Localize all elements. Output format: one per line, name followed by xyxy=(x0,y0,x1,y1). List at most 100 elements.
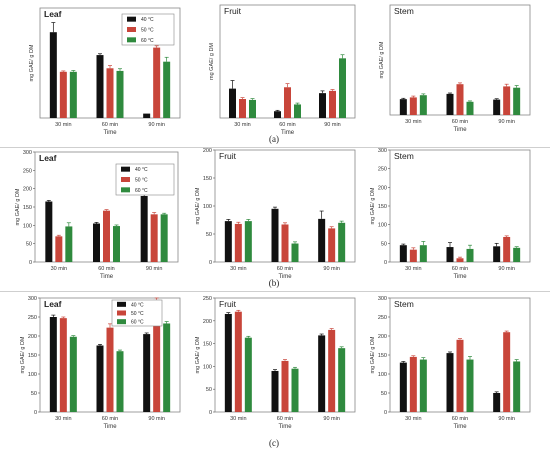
bar xyxy=(466,248,474,262)
x-tick-label: 60 min xyxy=(277,266,294,272)
y-tick-label: 0 xyxy=(29,260,32,266)
y-tick-label: 100 xyxy=(378,223,387,229)
row-label: (b) xyxy=(269,278,280,288)
bar xyxy=(45,201,53,262)
bar xyxy=(239,99,246,118)
x-tick-label: 90 min xyxy=(498,119,515,125)
row-divider xyxy=(0,291,550,292)
y-tick-label: 250 xyxy=(23,168,32,174)
x-tick-label: 30 min xyxy=(405,266,422,272)
bar xyxy=(113,226,120,262)
panel-title: Stem xyxy=(394,151,414,161)
bar xyxy=(234,311,242,412)
x-axis-label: Time xyxy=(281,130,295,136)
bar xyxy=(284,87,291,118)
legend-label: 40 °C xyxy=(131,302,144,308)
y-axis-label: mg GAE/ g DM xyxy=(20,336,26,373)
x-tick-label: 90 min xyxy=(498,266,515,272)
bar xyxy=(96,345,104,412)
y-tick-label: 300 xyxy=(378,148,387,154)
bar xyxy=(103,210,110,262)
x-tick-label: 60 min xyxy=(452,266,469,272)
x-tick-label: 90 min xyxy=(323,266,340,272)
bar xyxy=(328,329,336,412)
y-tick-label: 250 xyxy=(378,315,387,321)
y-tick-label: 50 xyxy=(381,391,387,397)
bar xyxy=(419,95,427,115)
x-tick-label: 90 min xyxy=(146,266,163,272)
row-label: (a) xyxy=(269,134,279,144)
y-tick-label: 200 xyxy=(28,334,37,340)
x-tick-label: 30 min xyxy=(405,416,422,422)
bar xyxy=(69,71,77,118)
y-tick-label: 100 xyxy=(203,204,212,210)
x-axis-label: Time xyxy=(103,424,117,430)
panel-title: Leaf xyxy=(44,9,62,19)
bar xyxy=(271,370,279,412)
legend-swatch xyxy=(121,177,130,182)
bar xyxy=(116,70,124,118)
panel-title: Leaf xyxy=(39,153,57,163)
x-tick-label: 90 min xyxy=(148,122,165,128)
bar xyxy=(409,97,417,115)
bar xyxy=(244,337,252,412)
bar xyxy=(153,299,161,412)
x-axis-label: Time xyxy=(278,274,292,280)
bar xyxy=(338,222,346,262)
bar xyxy=(116,351,124,412)
x-tick-label: 30 min xyxy=(234,122,251,128)
y-axis-label: mg GAE/ g DM xyxy=(370,187,376,224)
x-tick-label: 90 min xyxy=(148,416,165,422)
bar xyxy=(338,348,346,412)
x-tick-label: 60 min xyxy=(279,122,296,128)
y-tick-label: 300 xyxy=(378,296,387,302)
x-axis-label: Time xyxy=(453,424,467,430)
bar xyxy=(153,47,161,118)
x-tick-label: 30 min xyxy=(51,266,68,272)
y-tick-label: 100 xyxy=(378,372,387,378)
y-tick-label: 0 xyxy=(209,410,212,416)
bar xyxy=(291,243,299,262)
bar xyxy=(249,99,256,118)
bar xyxy=(399,245,407,262)
bar xyxy=(59,318,67,412)
legend-label: 50 °C xyxy=(141,28,154,34)
bar xyxy=(93,223,100,262)
legend-swatch xyxy=(121,187,130,193)
y-tick-label: 150 xyxy=(378,204,387,210)
legend-swatch xyxy=(117,319,126,325)
legend-label: 60 °C xyxy=(141,38,154,44)
x-tick-label: 30 min xyxy=(405,119,422,125)
bar xyxy=(446,353,454,412)
y-tick-label: 200 xyxy=(23,187,32,193)
bar xyxy=(281,360,289,412)
x-axis-label: Time xyxy=(453,127,467,133)
bar xyxy=(513,361,521,412)
bar xyxy=(294,104,301,118)
y-tick-label: 150 xyxy=(23,205,32,211)
legend-label: 40 °C xyxy=(135,167,148,173)
x-axis-label: Time xyxy=(100,274,114,280)
bar xyxy=(329,90,336,118)
bar xyxy=(318,218,326,262)
x-tick-label: 60 min xyxy=(102,122,119,128)
bar xyxy=(140,196,148,262)
bar xyxy=(291,368,299,412)
y-tick-label: 200 xyxy=(378,334,387,340)
legend-swatch xyxy=(127,16,136,22)
bar xyxy=(163,323,171,412)
legend-label: 60 °C xyxy=(135,188,148,194)
bar xyxy=(466,101,474,115)
bar xyxy=(234,223,242,262)
bar xyxy=(466,359,474,412)
row-divider xyxy=(0,147,550,148)
bar xyxy=(49,317,57,412)
bar xyxy=(503,236,511,262)
y-tick-label: 100 xyxy=(23,223,32,229)
bar xyxy=(409,356,417,412)
bar xyxy=(493,246,501,262)
x-tick-label: 60 min xyxy=(452,416,469,422)
bar xyxy=(456,258,464,262)
bar xyxy=(446,247,454,262)
